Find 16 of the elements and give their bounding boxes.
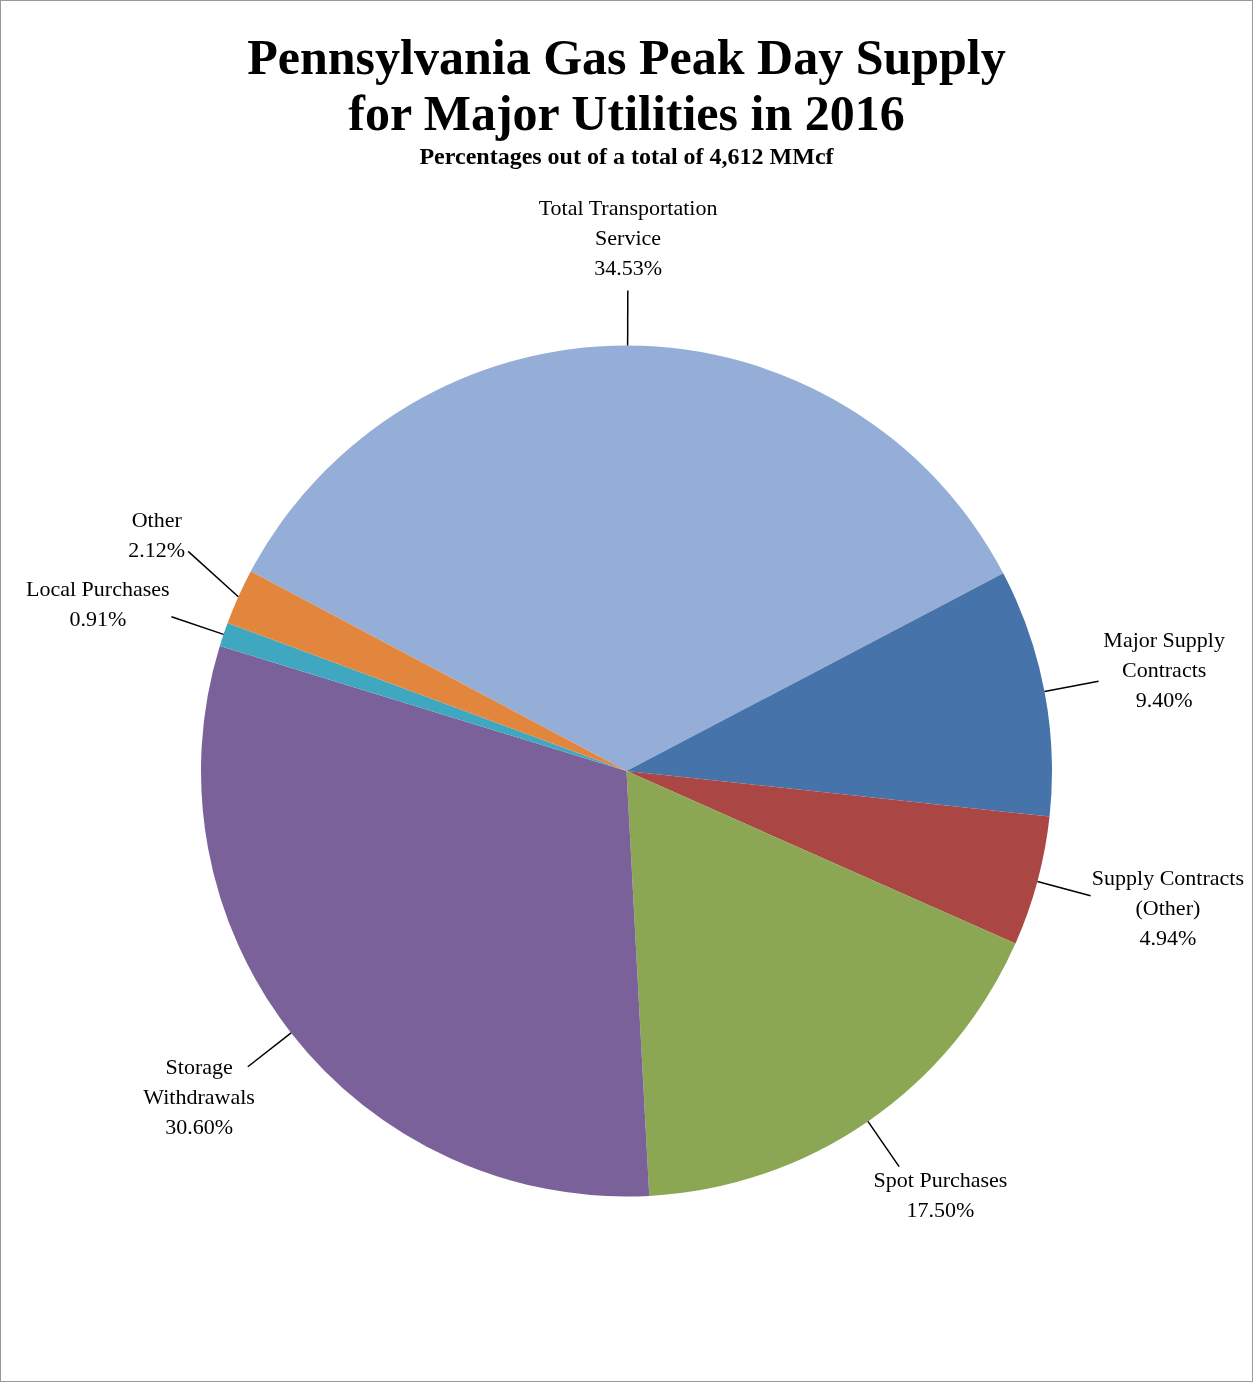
chart-title: Pennsylvania Gas Peak Day Supply for Major Utilities in 2016	[246, 29, 1007, 141]
data-label: 17.50%	[906, 1197, 975, 1223]
slice-label: Storage Withdrawals	[143, 1053, 255, 1109]
data-label: 2.12%	[128, 537, 186, 563]
chart-subtitle: Percentages out of a total of 4,612 MMcf	[418, 143, 835, 170]
data-label: 0.91%	[69, 605, 127, 631]
slice-label: Supply Contracts (Other)	[1091, 864, 1244, 920]
data-label: 30.60%	[165, 1113, 234, 1139]
slice-label: Local Purchases	[26, 575, 170, 601]
slice-label: Major Supply Contracts	[1103, 627, 1225, 683]
data-label: 9.40%	[1135, 687, 1193, 713]
slice-label: Total Transportation Service	[538, 195, 718, 251]
slice-label: Other	[131, 507, 183, 533]
data-label: 4.94%	[1139, 924, 1197, 950]
slice-label: Spot Purchases	[873, 1167, 1008, 1193]
data-label: 34.53%	[594, 255, 662, 281]
